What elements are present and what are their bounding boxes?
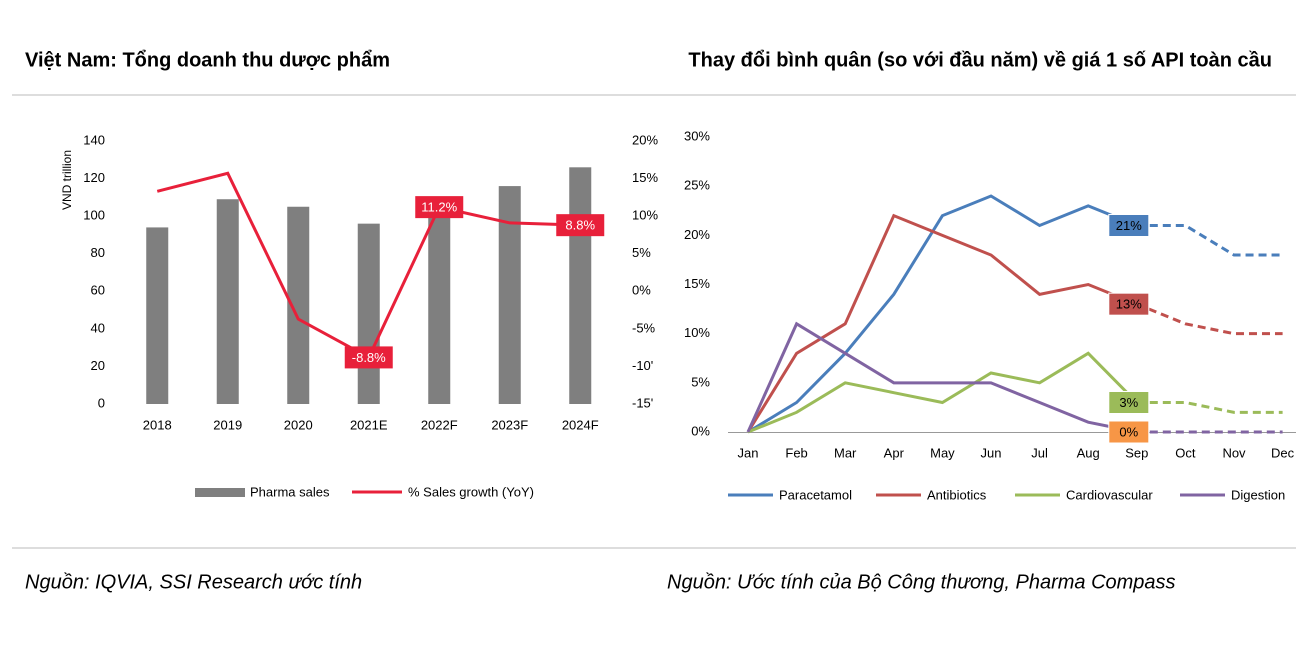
value-label-box xyxy=(344,346,393,369)
legend-label: Digestion xyxy=(1231,487,1285,502)
line xyxy=(1136,224,1283,257)
bar xyxy=(428,210,451,404)
bar xyxy=(146,227,169,404)
bar xyxy=(569,167,592,404)
y2-tick-label: 15% xyxy=(632,170,658,185)
y-tick-label: 60 xyxy=(91,283,105,298)
x-tick-label: 2021E xyxy=(350,417,388,432)
value-label: -8.8% xyxy=(352,350,386,365)
x-tick-label: 2018 xyxy=(143,417,172,432)
y2-tick-label: 0% xyxy=(632,283,651,298)
chart-title: Việt Nam: Tổng doanh thu dược phẩm xyxy=(25,49,390,71)
y-tick-label: 100 xyxy=(83,208,105,223)
source: Nguồn: Ước tính của Bộ Công thương, Phar… xyxy=(667,571,1176,593)
line xyxy=(747,194,1138,434)
value-label-box xyxy=(1108,391,1150,414)
x-tick-label: 2023F xyxy=(491,417,528,432)
y-tick-label: 25% xyxy=(684,178,710,193)
x-tick-label: Jan xyxy=(738,445,759,460)
legend-swatch xyxy=(195,488,245,497)
x-tick-label: 2024F xyxy=(562,417,599,432)
line xyxy=(1136,302,1283,336)
bar xyxy=(216,199,239,404)
legend-label: Cardiovascular xyxy=(1066,487,1153,502)
x-tick-label: Aug xyxy=(1077,445,1100,460)
y-tick-label: 15% xyxy=(684,276,710,291)
y-tick-label: 20 xyxy=(91,358,105,373)
y-tick-label: 120 xyxy=(83,170,105,185)
x-tick-label: 2020 xyxy=(284,417,313,432)
y-tick-label: 140 xyxy=(83,132,105,147)
y2-tick-label: 5% xyxy=(632,245,651,260)
y-tick-label: 5% xyxy=(691,374,710,389)
value-label-box xyxy=(1108,420,1150,444)
bar xyxy=(287,206,310,404)
x-tick-label: Jun xyxy=(981,445,1002,460)
value-label: 0% xyxy=(1119,424,1138,439)
value-label: 21% xyxy=(1116,218,1142,233)
value-label-box xyxy=(415,196,464,219)
x-tick-label: Sep xyxy=(1125,445,1148,460)
y-tick-label: 0 xyxy=(98,395,105,410)
legend-label: % Sales growth (YoY) xyxy=(408,484,534,499)
y-axis-title: VND trillion xyxy=(60,150,74,210)
y-tick-label: 20% xyxy=(684,227,710,242)
chart-title: Thay đổi bình quân (so với đầu năm) về g… xyxy=(688,49,1272,71)
y2-tick-label: -10' xyxy=(632,358,653,373)
legend-label: Paracetamol xyxy=(779,487,852,502)
y2-tick-label: -5% xyxy=(632,320,656,335)
bar xyxy=(498,186,521,404)
x-tick-label: 2022F xyxy=(421,417,458,432)
x-tick-label: Nov xyxy=(1222,445,1246,460)
y-tick-label: 30% xyxy=(684,128,710,143)
value-label-box xyxy=(556,214,605,237)
line xyxy=(746,213,1138,433)
y2-tick-label: 10% xyxy=(632,208,658,223)
y2-tick-label: -15' xyxy=(632,395,653,410)
value-label-box xyxy=(1108,214,1150,237)
line xyxy=(747,351,1138,434)
x-tick-label: May xyxy=(930,445,955,460)
x-tick-label: Feb xyxy=(785,445,807,460)
value-label: 3% xyxy=(1119,395,1138,410)
source: Nguồn: IQVIA, SSI Research ước tính xyxy=(25,571,362,593)
value-label-box xyxy=(1108,292,1150,316)
x-tick-label: Mar xyxy=(834,445,857,460)
y-tick-label: 0% xyxy=(691,423,710,438)
x-tick-label: Oct xyxy=(1175,445,1196,460)
x-tick-label: Jul xyxy=(1031,445,1048,460)
y2-tick-label: 20% xyxy=(632,132,658,147)
y-tick-label: 40 xyxy=(91,320,105,335)
value-label: 8.8% xyxy=(565,218,595,233)
value-label: 11.2% xyxy=(421,200,457,215)
y-tick-label: 80 xyxy=(91,245,105,260)
legend-label: Pharma sales xyxy=(250,484,330,499)
bar xyxy=(357,223,380,404)
x-tick-label: Apr xyxy=(884,445,905,460)
x-tick-label: Dec xyxy=(1271,445,1295,460)
y-tick-label: 10% xyxy=(684,325,710,340)
legend-label: Antibiotics xyxy=(927,487,987,502)
value-label: 13% xyxy=(1116,297,1142,312)
line xyxy=(1136,401,1283,414)
line xyxy=(746,321,1138,434)
x-tick-label: 2019 xyxy=(213,417,242,432)
